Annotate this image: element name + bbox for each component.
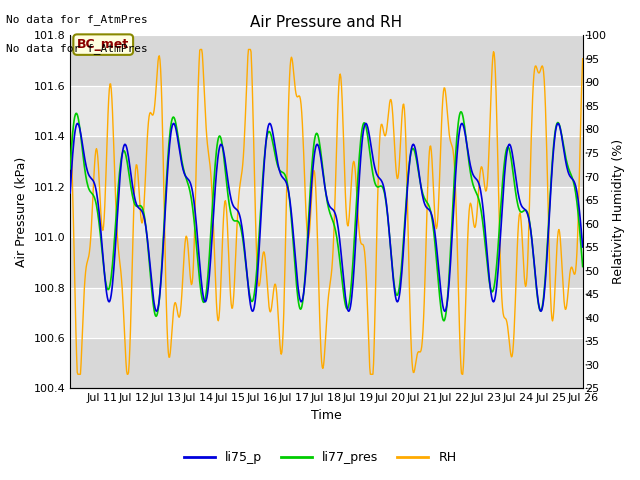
Bar [70, 288, 582, 338]
Y-axis label: Air Pressure (kPa): Air Pressure (kPa) [15, 157, 28, 267]
Legend: li75_p, li77_pres, RH: li75_p, li77_pres, RH [179, 446, 461, 469]
Title: Air Pressure and RH: Air Pressure and RH [250, 15, 403, 30]
Text: BC_met: BC_met [77, 38, 129, 51]
Y-axis label: Relativity Humidity (%): Relativity Humidity (%) [612, 139, 625, 285]
X-axis label: Time: Time [311, 409, 342, 422]
Text: No data for f_AtmPres: No data for f_AtmPres [6, 43, 148, 54]
Text: No data for f_AtmPres: No data for f_AtmPres [6, 14, 148, 25]
Bar [70, 187, 582, 237]
Bar [70, 86, 582, 136]
